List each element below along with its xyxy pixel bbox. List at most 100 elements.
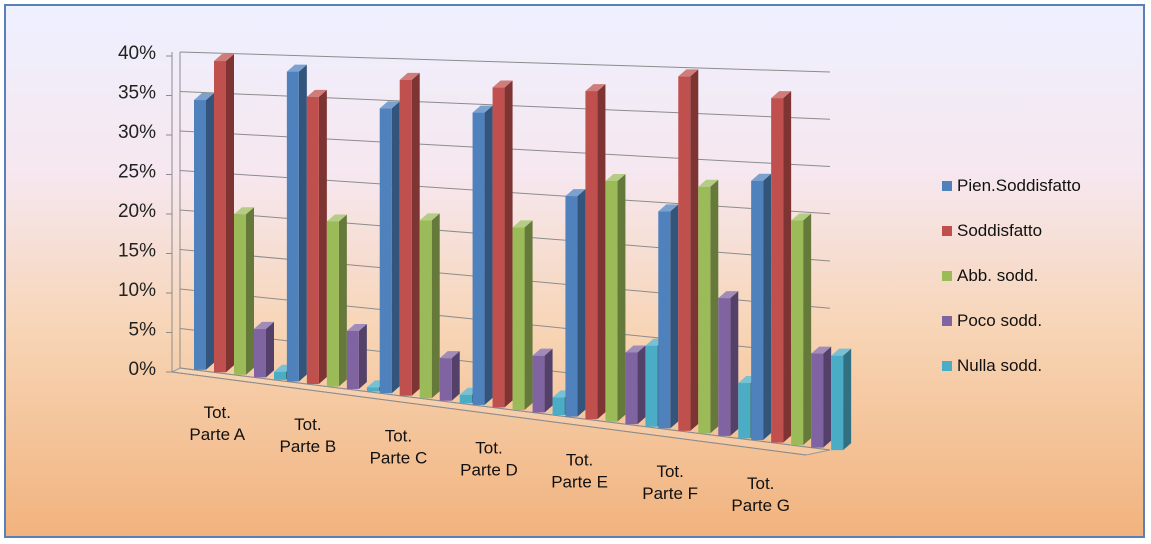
bar <box>306 89 327 385</box>
legend-swatch <box>942 226 952 236</box>
bar-top <box>512 220 533 228</box>
bar <box>698 179 719 434</box>
bar <box>286 64 307 382</box>
bar-front <box>565 196 578 417</box>
bar <box>254 321 274 378</box>
bar-front <box>698 186 711 434</box>
y-tick-label: 40% <box>118 43 156 64</box>
bar <box>214 54 234 373</box>
category-label: Tot. Parte G <box>731 474 790 515</box>
legend: Pien.Soddisfatto Soddisfatto Abb. sodd. Poc… <box>942 176 1081 375</box>
bar-top <box>399 72 420 80</box>
bar-front <box>194 100 206 370</box>
y-tick-label: 10% <box>118 280 156 301</box>
bar-top <box>439 351 460 359</box>
bar <box>625 345 646 425</box>
bar-side <box>803 213 812 446</box>
bar-front <box>439 358 452 401</box>
bar-top <box>811 346 832 354</box>
bar-side <box>246 207 254 375</box>
bar-top <box>565 189 586 197</box>
bar-front <box>771 98 784 443</box>
gridline <box>179 51 831 73</box>
bar <box>585 84 606 420</box>
y-tick-label: 0% <box>129 359 157 380</box>
bar-front <box>326 221 339 387</box>
bar-front <box>811 353 824 448</box>
bar-side <box>411 72 420 396</box>
bar-side <box>226 54 234 373</box>
bar <box>565 189 586 417</box>
bar-top <box>771 91 792 99</box>
bar-front <box>419 220 432 399</box>
bar-top <box>234 207 254 215</box>
bar-top <box>791 213 812 221</box>
bar <box>532 348 553 413</box>
legend-label: Abb. sodd. <box>957 266 1038 285</box>
y-tick-label: 15% <box>118 241 156 262</box>
bar <box>811 346 832 448</box>
bar-front <box>678 76 691 431</box>
bar-front <box>645 345 658 427</box>
legend-swatch <box>942 316 952 326</box>
bar-side <box>298 64 307 382</box>
bar <box>419 213 440 399</box>
bar <box>605 173 626 422</box>
bar-side <box>318 89 327 385</box>
legend-label: Poco sodd. <box>957 311 1042 330</box>
bar-top <box>346 323 367 331</box>
bar-side <box>597 84 606 420</box>
bar-front <box>658 211 671 429</box>
bar-side <box>730 291 739 436</box>
bar-front <box>306 96 319 385</box>
bar-side <box>524 220 533 410</box>
bar-top <box>214 54 234 62</box>
bar-top <box>532 348 553 356</box>
bar-front <box>274 371 286 380</box>
bar-front <box>254 328 266 378</box>
bar-side <box>338 214 347 387</box>
bar <box>399 72 420 396</box>
bar-top <box>492 80 513 88</box>
bar-top <box>306 89 327 97</box>
bar-side <box>823 346 832 448</box>
bar-front <box>512 227 525 410</box>
bar-side <box>670 204 679 429</box>
category-label: Tot. Parte A <box>189 403 245 444</box>
bar-front <box>472 112 485 405</box>
bar-front <box>585 91 598 420</box>
bar <box>678 69 699 431</box>
bar-top <box>326 214 347 222</box>
y-tick-label: 25% <box>118 162 156 183</box>
bar-top <box>194 93 214 101</box>
bar-front <box>286 71 299 382</box>
bar-front <box>751 180 764 441</box>
bar <box>771 91 792 443</box>
bar-top <box>831 348 852 356</box>
bar-top <box>658 204 679 212</box>
bar <box>831 348 852 451</box>
bar-top <box>379 101 400 109</box>
y-tick-label: 5% <box>129 320 157 341</box>
bar <box>492 80 513 408</box>
legend-label: Nulla sodd. <box>957 356 1042 375</box>
bar-front <box>234 214 246 375</box>
category-label: Tot. Parte C <box>370 427 428 468</box>
bar <box>194 93 214 370</box>
bar-side <box>763 173 772 441</box>
bar-front <box>214 61 226 373</box>
bar <box>379 101 400 394</box>
bar-top <box>678 69 699 77</box>
bar <box>234 207 254 375</box>
legend-swatch <box>942 181 952 191</box>
bar-side <box>843 348 852 451</box>
bar-front <box>625 352 638 425</box>
x-axis-line <box>171 371 807 456</box>
bar <box>346 323 367 390</box>
bar-top <box>605 173 626 181</box>
bar-front <box>605 180 618 422</box>
category-label: Tot. Parte B <box>280 415 337 456</box>
bar-side <box>451 351 460 401</box>
bar-front <box>532 355 545 413</box>
bar-side <box>206 93 214 370</box>
